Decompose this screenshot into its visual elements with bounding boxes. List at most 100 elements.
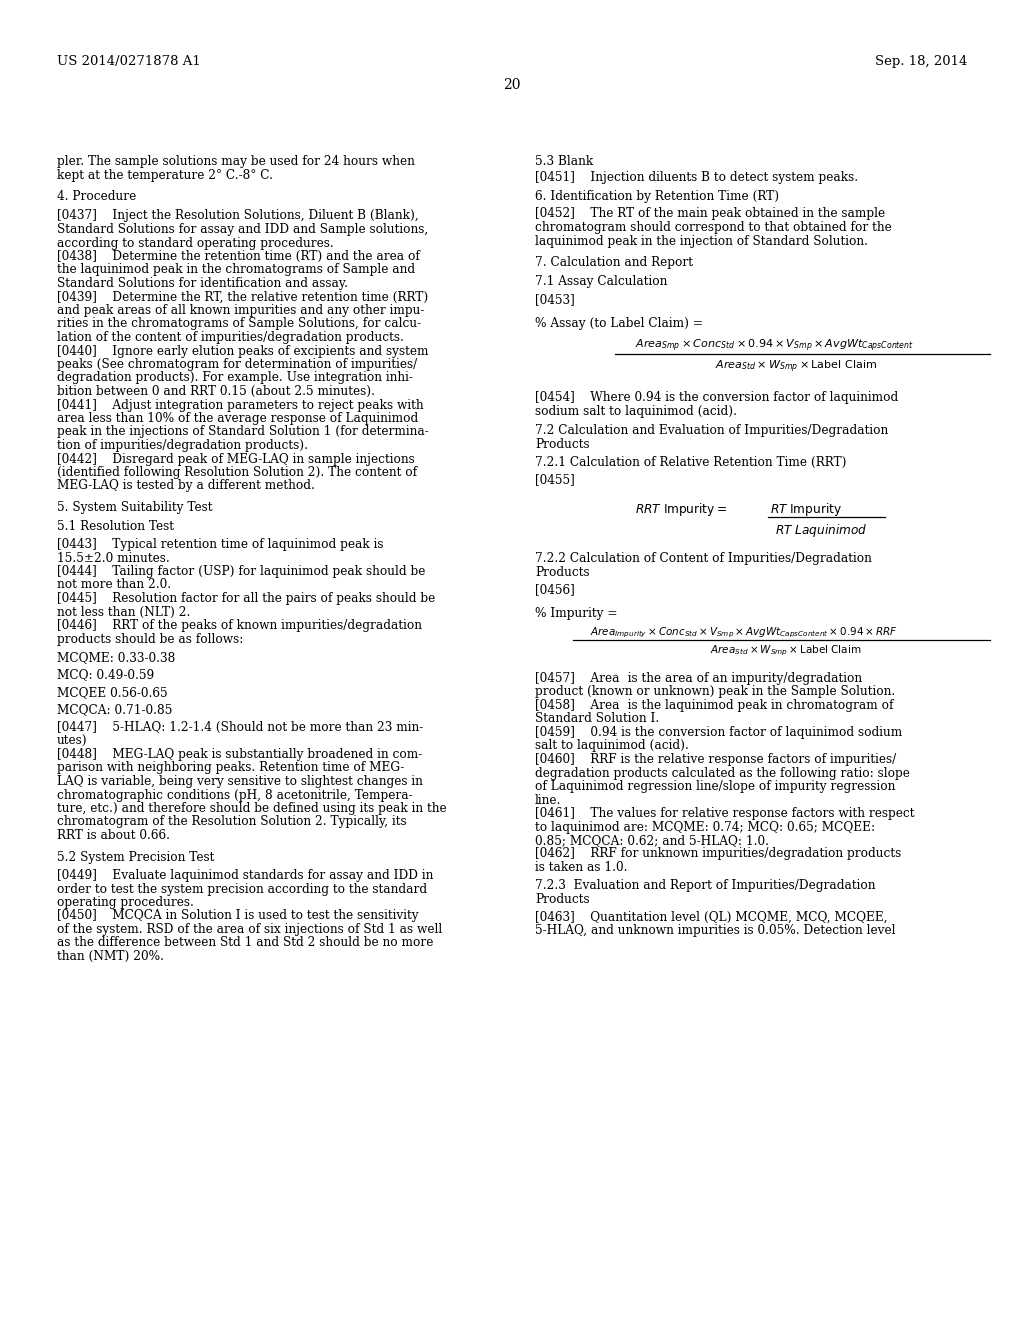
- Text: area less than 10% of the average response of Laquinimod: area less than 10% of the average respon…: [57, 412, 418, 425]
- Text: peaks (See chromatogram for determination of impurities/: peaks (See chromatogram for determinatio…: [57, 358, 417, 371]
- Text: of Laquinimod regression line/slope of impurity regression: of Laquinimod regression line/slope of i…: [535, 780, 895, 793]
- Text: MCQ: 0.49-0.59: MCQ: 0.49-0.59: [57, 668, 155, 681]
- Text: [0441]    Adjust integration parameters to reject peaks with: [0441] Adjust integration parameters to …: [57, 399, 424, 412]
- Text: [0462]    RRF for unknown impurities/degradation products: [0462] RRF for unknown impurities/degrad…: [535, 847, 901, 861]
- Text: 5.1 Resolution Test: 5.1 Resolution Test: [57, 520, 174, 533]
- Text: [0451]    Injection diluents B to detect system peaks.: [0451] Injection diluents B to detect sy…: [535, 170, 858, 183]
- Text: [0461]    The values for relative response factors with respect: [0461] The values for relative response …: [535, 807, 914, 820]
- Text: line.: line.: [535, 793, 561, 807]
- Text: 20: 20: [503, 78, 521, 92]
- Text: order to test the system precision according to the standard: order to test the system precision accor…: [57, 883, 427, 895]
- Text: [0450]    MCQCA in Solution I is used to test the sensitivity: [0450] MCQCA in Solution I is used to te…: [57, 909, 419, 923]
- Text: of the system. RSD of the area of six injections of Std 1 as well: of the system. RSD of the area of six in…: [57, 923, 442, 936]
- Text: $\mathit{Area_{Std}} \times \mathit{W_{Smp}} \times \mathrm{Label\ Claim}$: $\mathit{Area_{Std}} \times \mathit{W_{S…: [710, 644, 861, 659]
- Text: 7.1 Assay Calculation: 7.1 Assay Calculation: [535, 275, 668, 288]
- Text: to laquinimod are: MCQME: 0.74; MCQ: 0.65; MCQEE:: to laquinimod are: MCQME: 0.74; MCQ: 0.6…: [535, 821, 876, 833]
- Text: MCQCA: 0.71-0.85: MCQCA: 0.71-0.85: [57, 704, 172, 717]
- Text: products should be as follows:: products should be as follows:: [57, 632, 244, 645]
- Text: not more than 2.0.: not more than 2.0.: [57, 578, 171, 591]
- Text: 15.5±2.0 minutes.: 15.5±2.0 minutes.: [57, 552, 170, 565]
- Text: US 2014/0271878 A1: US 2014/0271878 A1: [57, 55, 201, 69]
- Text: [0443]    Typical retention time of laquinimod peak is: [0443] Typical retention time of laquini…: [57, 539, 384, 550]
- Text: $\mathit{RRT}\ \mathrm{Impurity} =$: $\mathit{RRT}\ \mathrm{Impurity} =$: [635, 502, 727, 517]
- Text: chromatographic conditions (pH, 8 acetonitrile, Tempera-: chromatographic conditions (pH, 8 aceton…: [57, 788, 413, 801]
- Text: 5.2 System Precision Test: 5.2 System Precision Test: [57, 850, 214, 863]
- Text: 5. System Suitability Test: 5. System Suitability Test: [57, 502, 213, 513]
- Text: [0454]    Where 0.94 is the conversion factor of laquinimod: [0454] Where 0.94 is the conversion fact…: [535, 391, 898, 404]
- Text: [0440]    Ignore early elution peaks of excipients and system: [0440] Ignore early elution peaks of exc…: [57, 345, 428, 358]
- Text: $\mathit{Area_{Std}} \times \mathit{W_{Smp}} \times \mathrm{Label\ Claim}$: $\mathit{Area_{Std}} \times \mathit{W_{S…: [715, 359, 878, 375]
- Text: [0445]    Resolution factor for all the pairs of peaks should be: [0445] Resolution factor for all the pai…: [57, 591, 435, 605]
- Text: 7.2.1 Calculation of Relative Retention Time (RRT): 7.2.1 Calculation of Relative Retention …: [535, 455, 847, 469]
- Text: degradation products calculated as the following ratio: slope: degradation products calculated as the f…: [535, 767, 910, 780]
- Text: pler. The sample solutions may be used for 24 hours when: pler. The sample solutions may be used f…: [57, 154, 415, 168]
- Text: MCQME: 0.33-0.38: MCQME: 0.33-0.38: [57, 651, 175, 664]
- Text: [0452]    The RT of the main peak obtained in the sample: [0452] The RT of the main peak obtained …: [535, 207, 885, 220]
- Text: [0459]    0.94 is the conversion factor of laquinimod sodium: [0459] 0.94 is the conversion factor of …: [535, 726, 902, 739]
- Text: [0447]    5-HLAQ: 1.2-1.4 (Should not be more than 23 min-: [0447] 5-HLAQ: 1.2-1.4 (Should not be mo…: [57, 721, 423, 734]
- Text: [0458]    Area   is the laquinimod peak in chromatogram of: [0458] Area is the laquinimod peak in ch…: [535, 700, 894, 711]
- Text: peak in the injections of Standard Solution 1 (for determina-: peak in the injections of Standard Solut…: [57, 425, 429, 438]
- Text: [0437]    Inject the Resolution Solutions, Diluent B (Blank),: [0437] Inject the Resolution Solutions, …: [57, 210, 419, 223]
- Text: 7.2.3  Evaluation and Report of Impurities/Degradation: 7.2.3 Evaluation and Report of Impuritie…: [535, 879, 876, 892]
- Text: RRT is about 0.66.: RRT is about 0.66.: [57, 829, 170, 842]
- Text: 5-HLAQ, and unknown impurities is 0.05%. Detection level: 5-HLAQ, and unknown impurities is 0.05%.…: [535, 924, 896, 937]
- Text: 7. Calculation and Report: 7. Calculation and Report: [535, 256, 693, 269]
- Text: Products: Products: [535, 437, 590, 450]
- Text: not less than (NLT) 2.: not less than (NLT) 2.: [57, 606, 190, 619]
- Text: Products: Products: [535, 894, 590, 906]
- Text: 0.85; MCQCA: 0.62; and 5-HLAQ: 1.0.: 0.85; MCQCA: 0.62; and 5-HLAQ: 1.0.: [535, 834, 769, 847]
- Text: and peak areas of all known impurities and any other impu-: and peak areas of all known impurities a…: [57, 304, 424, 317]
- Text: % Impurity =: % Impurity =: [535, 606, 617, 619]
- Text: (identified following Resolution Solution 2). The content of: (identified following Resolution Solutio…: [57, 466, 417, 479]
- Text: [0455]: [0455]: [535, 474, 574, 487]
- Text: [0438]    Determine the retention time (RT) and the area of: [0438] Determine the retention time (RT)…: [57, 249, 420, 263]
- Text: Standard Solution I.: Standard Solution I.: [535, 713, 659, 726]
- Text: Standard Solutions for assay and IDD and Sample solutions,: Standard Solutions for assay and IDD and…: [57, 223, 428, 236]
- Text: [0457]    Area   is the area of an impurity/degradation: [0457] Area is the area of an impurity/d…: [535, 672, 862, 685]
- Text: Sep. 18, 2014: Sep. 18, 2014: [874, 55, 967, 69]
- Text: degradation products). For example. Use integration inhi-: degradation products). For example. Use …: [57, 371, 413, 384]
- Text: operating procedures.: operating procedures.: [57, 896, 194, 909]
- Text: MEG-LAQ is tested by a different method.: MEG-LAQ is tested by a different method.: [57, 479, 314, 492]
- Text: kept at the temperature 2° C.-8° C.: kept at the temperature 2° C.-8° C.: [57, 169, 273, 181]
- Text: as the difference between Std 1 and Std 2 should be no more: as the difference between Std 1 and Std …: [57, 936, 433, 949]
- Text: $\mathit{Area_{Impurity}} \times \mathit{Conc_{Std}} \times \mathit{V_{Smp}} \ti: $\mathit{Area_{Impurity}} \times \mathit…: [590, 626, 898, 640]
- Text: salt to laquinimod (acid).: salt to laquinimod (acid).: [535, 739, 689, 752]
- Text: [0453]: [0453]: [535, 293, 574, 306]
- Text: the laquinimod peak in the chromatograms of Sample and: the laquinimod peak in the chromatograms…: [57, 264, 415, 276]
- Text: MCQEE 0.56-0.65: MCQEE 0.56-0.65: [57, 686, 168, 700]
- Text: is taken as 1.0.: is taken as 1.0.: [535, 861, 628, 874]
- Text: Standard Solutions for identification and assay.: Standard Solutions for identification an…: [57, 277, 348, 290]
- Text: $\mathit{RT\ Laquinimod}$: $\mathit{RT\ Laquinimod}$: [775, 521, 867, 539]
- Text: parison with neighboring peaks. Retention time of MEG-: parison with neighboring peaks. Retentio…: [57, 762, 404, 775]
- Text: laquinimod peak in the injection of Standard Solution.: laquinimod peak in the injection of Stan…: [535, 235, 868, 248]
- Text: utes): utes): [57, 734, 88, 747]
- Text: bition between 0 and RRT 0.15 (about 2.5 minutes).: bition between 0 and RRT 0.15 (about 2.5…: [57, 385, 375, 399]
- Text: [0449]    Evaluate laquinimod standards for assay and IDD in: [0449] Evaluate laquinimod standards for…: [57, 869, 433, 882]
- Text: [0463]    Quantitation level (QL) MCQME, MCQ, MCQEE,: [0463] Quantitation level (QL) MCQME, MC…: [535, 911, 888, 924]
- Text: [0444]    Tailing factor (USP) for laquinimod peak should be: [0444] Tailing factor (USP) for laquinim…: [57, 565, 425, 578]
- Text: [0460]    RRF is the relative response factors of impurities/: [0460] RRF is the relative response fact…: [535, 752, 896, 766]
- Text: 4. Procedure: 4. Procedure: [57, 190, 136, 203]
- Text: rities in the chromatograms of Sample Solutions, for calcu-: rities in the chromatograms of Sample So…: [57, 318, 421, 330]
- Text: $\mathit{Area_{Smp}} \times \mathit{Conc_{Std}} \times 0.94 \times \mathit{V_{Sm: $\mathit{Area_{Smp}} \times \mathit{Conc…: [635, 338, 914, 354]
- Text: LAQ is variable, being very sensitive to slightest changes in: LAQ is variable, being very sensitive to…: [57, 775, 423, 788]
- Text: % Assay (to Label Claim) =: % Assay (to Label Claim) =: [535, 317, 703, 330]
- Text: [0446]    RRT of the peaks of known impurities/degradation: [0446] RRT of the peaks of known impurit…: [57, 619, 422, 632]
- Text: $\mathit{RT}\ \mathrm{Impurity}$: $\mathit{RT}\ \mathrm{Impurity}$: [770, 502, 842, 517]
- Text: chromatogram of the Resolution Solution 2. Typically, its: chromatogram of the Resolution Solution …: [57, 816, 407, 829]
- Text: according to standard operating procedures.: according to standard operating procedur…: [57, 236, 334, 249]
- Text: sodium salt to laquinimod (acid).: sodium salt to laquinimod (acid).: [535, 404, 737, 417]
- Text: Products: Products: [535, 565, 590, 578]
- Text: chromatogram should correspond to that obtained for the: chromatogram should correspond to that o…: [535, 220, 892, 234]
- Text: [0439]    Determine the RT, the relative retention time (RRT): [0439] Determine the RT, the relative re…: [57, 290, 428, 304]
- Text: 7.2.2 Calculation of Content of Impurities/Degradation: 7.2.2 Calculation of Content of Impuriti…: [535, 552, 871, 565]
- Text: than (NMT) 20%.: than (NMT) 20%.: [57, 950, 164, 964]
- Text: 6. Identification by Retention Time (RT): 6. Identification by Retention Time (RT): [535, 190, 779, 203]
- Text: tion of impurities/degradation products).: tion of impurities/degradation products)…: [57, 440, 308, 451]
- Text: [0442]    Disregard peak of MEG-LAQ in sample injections: [0442] Disregard peak of MEG-LAQ in samp…: [57, 453, 415, 466]
- Text: lation of the content of impurities/degradation products.: lation of the content of impurities/degr…: [57, 331, 403, 345]
- Text: [0448]    MEG-LAQ peak is substantially broadened in com-: [0448] MEG-LAQ peak is substantially bro…: [57, 748, 422, 762]
- Text: 7.2 Calculation and Evaluation of Impurities/Degradation: 7.2 Calculation and Evaluation of Impuri…: [535, 424, 888, 437]
